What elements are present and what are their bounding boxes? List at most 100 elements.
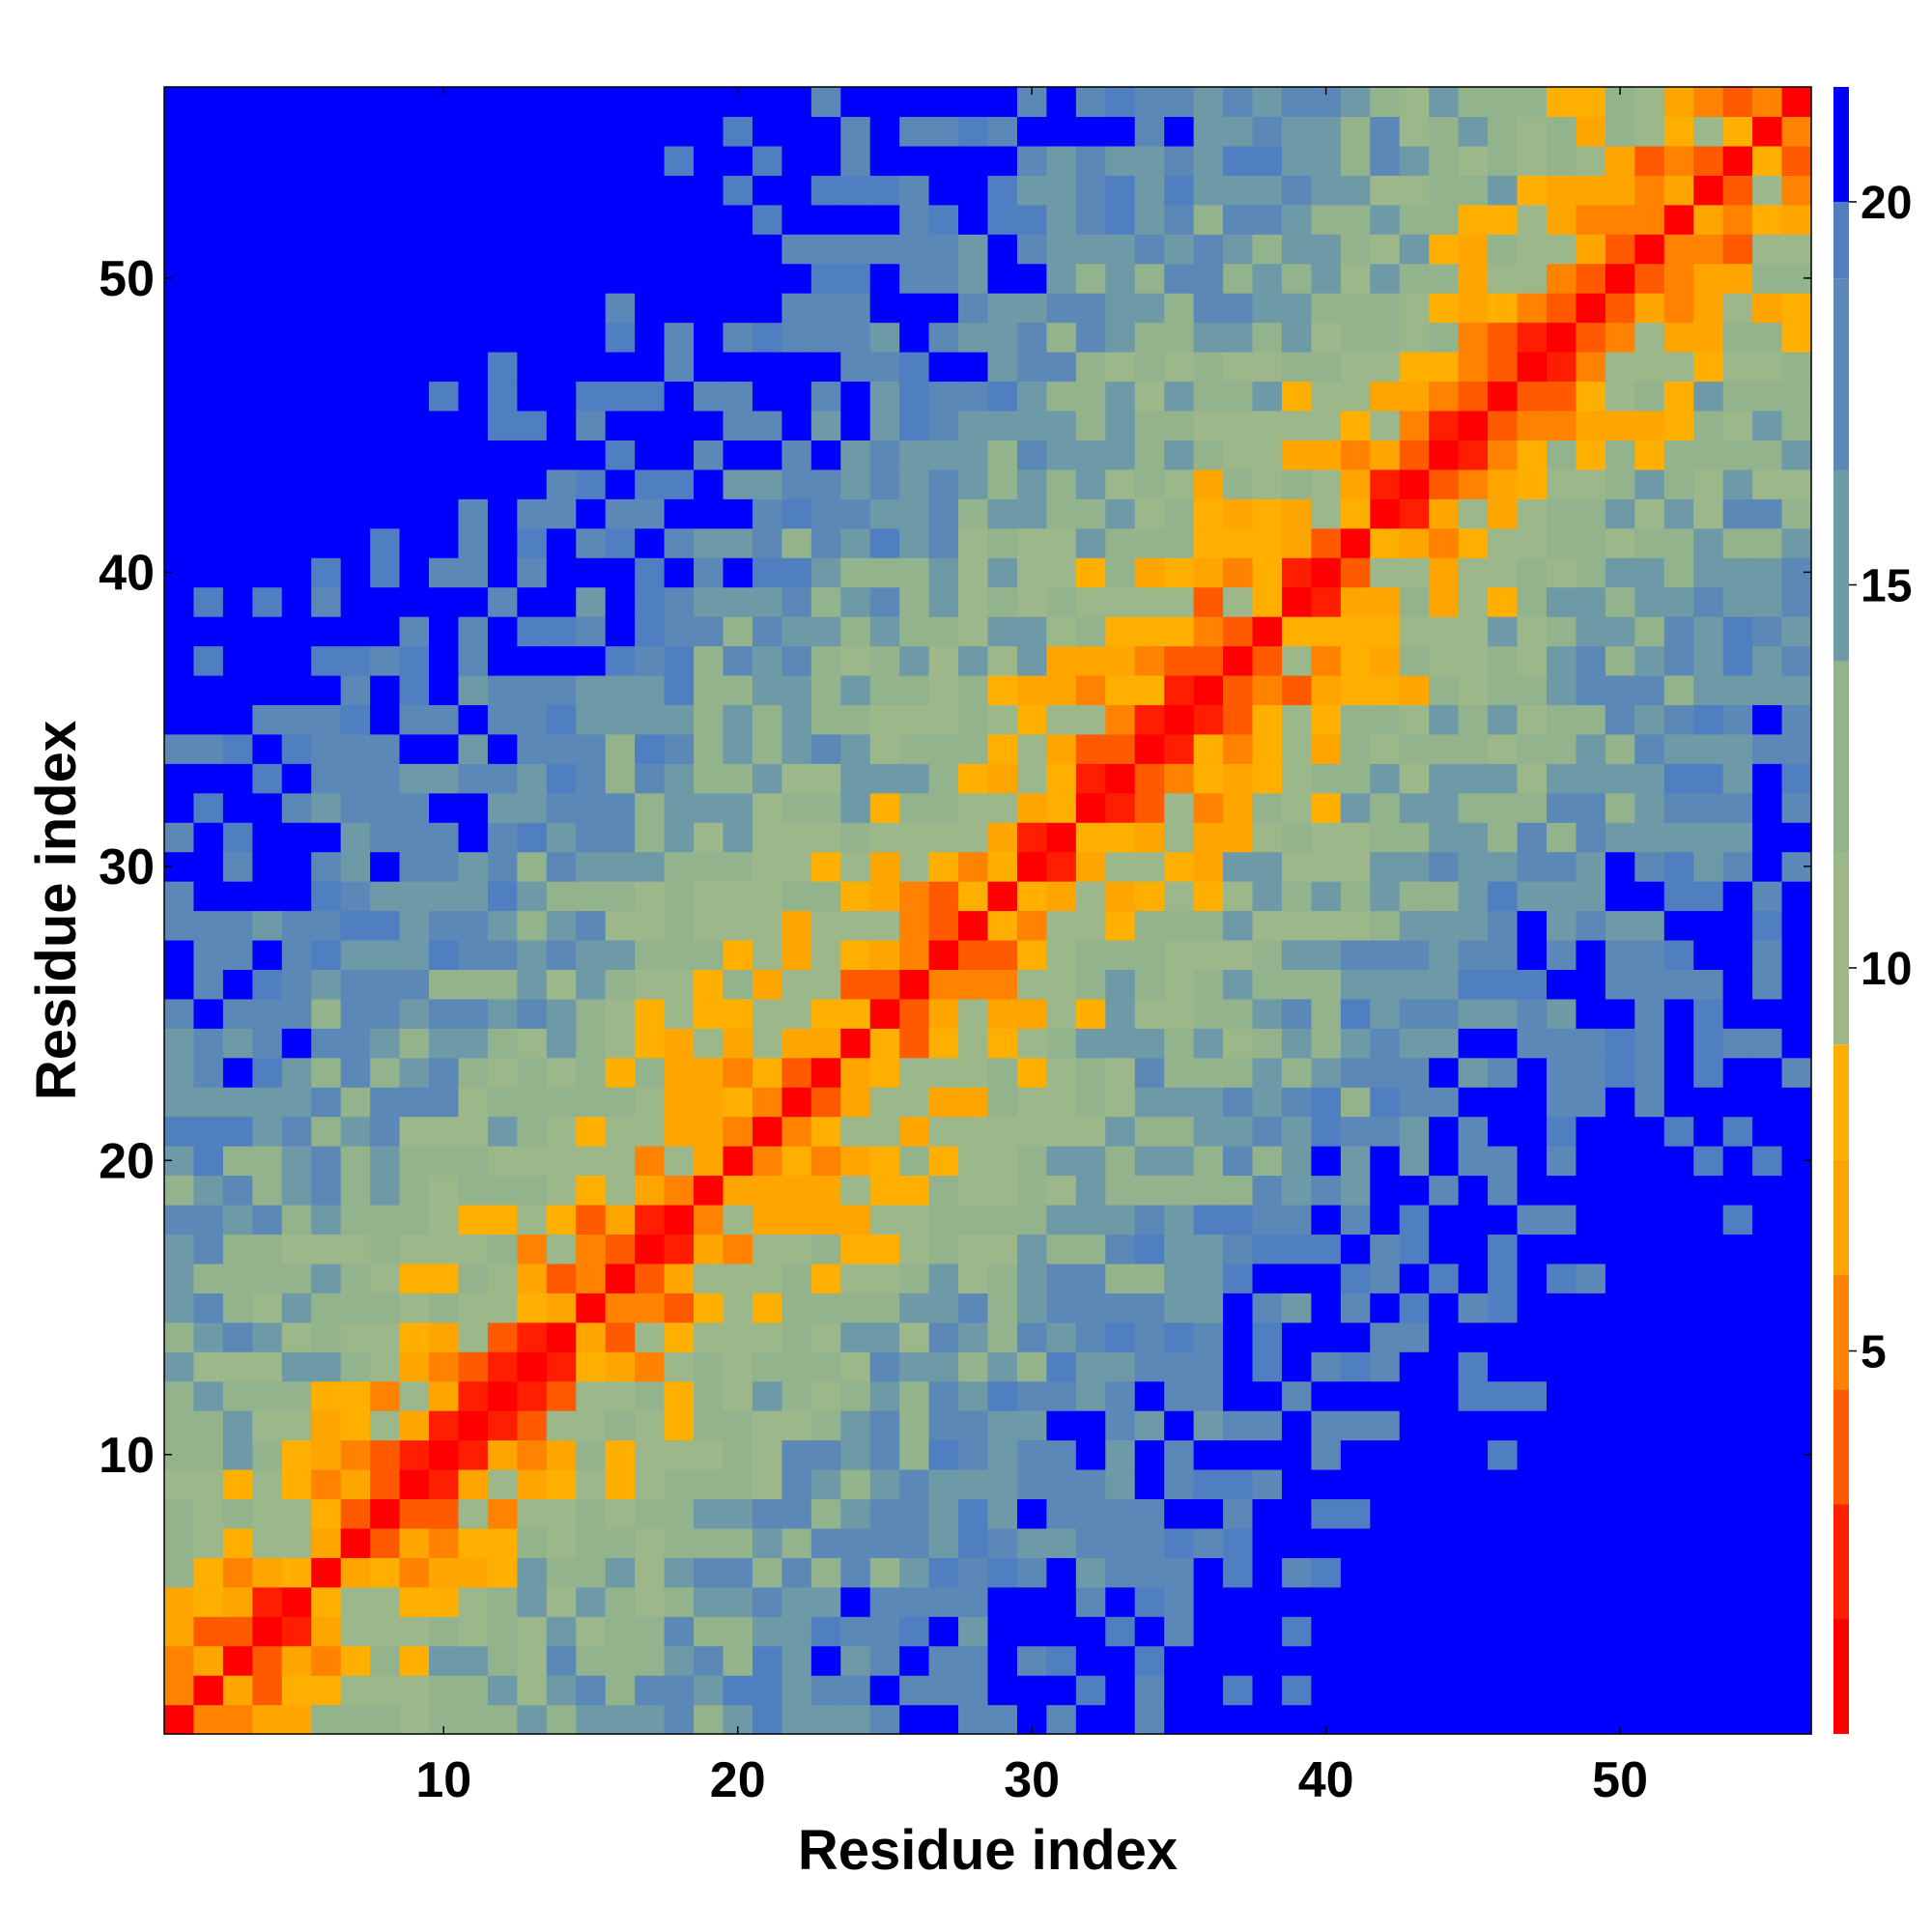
- heatmap-cell: [546, 1175, 577, 1206]
- heatmap-cell: [752, 1057, 782, 1088]
- heatmap-cell: [1252, 1557, 1283, 1588]
- heatmap-cell: [222, 1380, 253, 1411]
- y-tick-label: 40: [99, 545, 155, 601]
- heatmap-cell: [1105, 910, 1136, 941]
- heatmap-cell: [429, 263, 460, 294]
- heatmap-cell: [164, 381, 195, 412]
- heatmap-cell: [340, 1057, 371, 1088]
- heatmap-cell: [1488, 1057, 1519, 1088]
- heatmap-cell: [1075, 969, 1106, 1000]
- heatmap-cell: [1429, 1175, 1460, 1206]
- heatmap-cell: [899, 1057, 930, 1088]
- colorbar-band: [1833, 661, 1849, 854]
- heatmap-cell: [1693, 263, 1724, 294]
- heatmap-cell: [1075, 263, 1106, 294]
- heatmap-cell: [1223, 145, 1254, 176]
- heatmap-cell: [222, 322, 253, 353]
- heatmap-cell: [1722, 616, 1753, 647]
- heatmap-cell: [928, 1439, 959, 1470]
- heatmap-cell: [1576, 1204, 1606, 1236]
- heatmap-cell: [1458, 1704, 1489, 1735]
- heatmap-cell: [340, 1704, 371, 1735]
- heatmap-cell: [810, 704, 841, 735]
- heatmap-cell: [517, 586, 548, 617]
- heatmap-cell: [517, 234, 548, 265]
- heatmap-cell: [810, 1087, 841, 1118]
- heatmap-cell: [193, 1410, 224, 1441]
- heatmap-cell: [370, 881, 401, 912]
- heatmap-cell: [723, 1204, 753, 1236]
- heatmap-cell: [1517, 1439, 1548, 1470]
- heatmap-cell: [399, 998, 430, 1029]
- heatmap-cell: [1281, 557, 1313, 588]
- colorbar-tick-label: 20: [1861, 178, 1912, 229]
- heatmap-cell: [752, 616, 782, 647]
- heatmap-cell: [222, 851, 253, 882]
- heatmap-cell: [1429, 1704, 1460, 1735]
- heatmap-cell: [1458, 1175, 1489, 1206]
- heatmap-cell: [1693, 204, 1724, 235]
- heatmap-cell: [429, 1263, 460, 1293]
- heatmap-cell: [899, 1586, 930, 1617]
- heatmap-cell: [1193, 1675, 1224, 1706]
- heatmap-cell: [1075, 1498, 1106, 1529]
- heatmap-cell: [546, 204, 577, 235]
- heatmap-cell: [723, 263, 753, 294]
- heatmap-cell: [1458, 1380, 1489, 1411]
- heatmap-cell: [1517, 1527, 1548, 1558]
- heatmap-cell: [664, 1439, 695, 1470]
- heatmap-cell: [1605, 381, 1635, 412]
- heatmap-cell: [311, 998, 342, 1029]
- heatmap-cell: [370, 1057, 401, 1088]
- heatmap-cell: [694, 1087, 724, 1118]
- heatmap-cell: [1722, 763, 1753, 794]
- heatmap-cell: [370, 616, 401, 647]
- heatmap-cell: [1693, 1557, 1724, 1588]
- heatmap-cell: [1605, 674, 1635, 705]
- heatmap-cell: [899, 1321, 930, 1352]
- heatmap-cell: [694, 763, 724, 794]
- heatmap-cell: [899, 1204, 930, 1236]
- heatmap-cell: [1311, 1263, 1342, 1293]
- heatmap-cell: [1164, 586, 1195, 617]
- heatmap-cell: [928, 440, 959, 470]
- heatmap-cell: [1281, 527, 1313, 558]
- heatmap-cell: [1164, 87, 1195, 118]
- heatmap-cell: [1605, 469, 1635, 499]
- heatmap-cell: [869, 1616, 900, 1647]
- heatmap-cell: [340, 616, 371, 647]
- heatmap-cell: [1164, 381, 1195, 412]
- heatmap-cell: [869, 1645, 900, 1676]
- heatmap-cell: [370, 116, 401, 147]
- heatmap-cell: [987, 881, 1018, 912]
- heatmap-cell: [605, 881, 636, 912]
- heatmap-cell: [252, 939, 283, 970]
- heatmap-cell: [958, 998, 989, 1029]
- heatmap-cell: [340, 586, 371, 617]
- heatmap-cell: [1458, 763, 1489, 794]
- heatmap-cell: [1722, 234, 1753, 265]
- heatmap-cell: [1340, 410, 1371, 440]
- heatmap-cell: [1781, 616, 1812, 647]
- heatmap-cell: [458, 704, 489, 735]
- heatmap-cell: [311, 969, 342, 1000]
- heatmap-cell: [987, 116, 1018, 147]
- heatmap-cell: [1488, 939, 1519, 970]
- heatmap-cell: [1016, 1057, 1047, 1088]
- heatmap-cell: [399, 175, 430, 206]
- heatmap-cell: [399, 1380, 430, 1411]
- heatmap-cell: [1458, 1204, 1489, 1236]
- heatmap-cell: [370, 1028, 401, 1059]
- heatmap-cell: [1105, 1586, 1136, 1617]
- heatmap-cell: [193, 1616, 224, 1647]
- heatmap-cell: [958, 645, 989, 676]
- heatmap-cell: [635, 234, 666, 265]
- heatmap-cell: [340, 1087, 371, 1118]
- heatmap-cell: [958, 1439, 989, 1470]
- heatmap-cell: [1517, 1263, 1548, 1293]
- heatmap-cell: [1046, 410, 1077, 440]
- heatmap-cell: [193, 910, 224, 941]
- heatmap-cell: [605, 1439, 636, 1470]
- heatmap-cell: [1605, 1527, 1635, 1558]
- heatmap-cell: [1340, 822, 1371, 853]
